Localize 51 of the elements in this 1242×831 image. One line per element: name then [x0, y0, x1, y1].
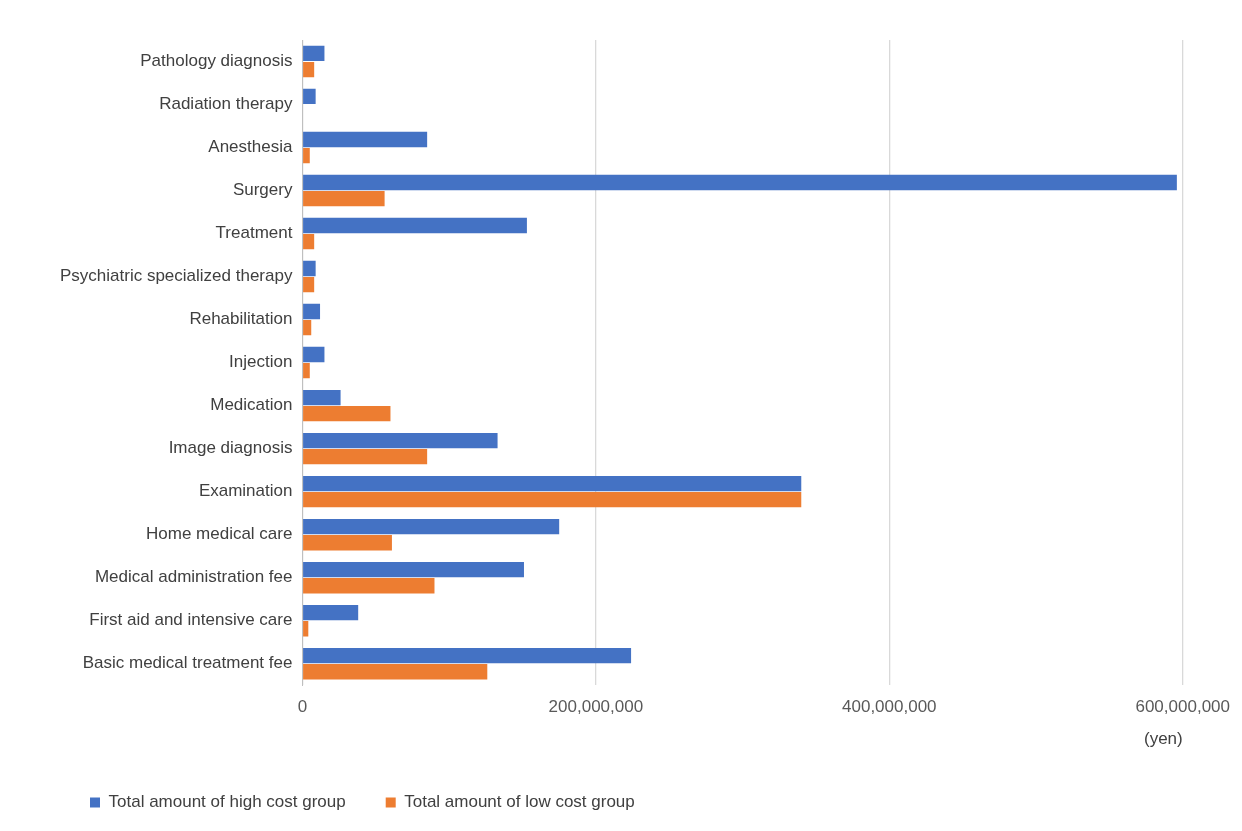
bar: [303, 131, 428, 148]
bar: [303, 147, 310, 164]
y-tick-label: Medication: [210, 395, 293, 415]
bar: [303, 561, 524, 578]
bar: [303, 260, 316, 277]
legend-label: Total amount of low cost group: [404, 792, 635, 812]
y-tick-label: Basic medical treatment fee: [82, 653, 293, 673]
bar: [303, 233, 315, 250]
y-tick-label: Treatment: [215, 223, 293, 243]
x-tick-label: 400,000,000: [842, 697, 937, 717]
y-tick-label: Pathology diagnosis: [140, 51, 293, 71]
y-tick-label: Image diagnosis: [168, 438, 293, 458]
bar: [303, 45, 325, 62]
y-tick-label: Psychiatric specialized therapy: [59, 266, 293, 286]
bar: [303, 346, 325, 363]
y-tick-label: Surgery: [232, 180, 293, 200]
y-tick-label: Medical administration fee: [94, 567, 293, 587]
bar: [303, 535, 392, 551]
y-tick-label: Rehabilitation: [189, 309, 293, 329]
x-axis-title: (yen): [1144, 729, 1183, 749]
bar: [303, 475, 802, 492]
x-tick-label: 600,000,000: [1135, 697, 1230, 717]
bar: [303, 518, 560, 535]
y-tick-label: Anesthesia: [208, 137, 293, 157]
bar: [303, 389, 341, 406]
bar: [303, 276, 315, 293]
legend-label: Total amount of high cost group: [108, 792, 346, 812]
y-tick-label: First aid and intensive care: [89, 610, 293, 630]
bar: [303, 190, 385, 207]
bar: [303, 303, 321, 320]
y-tick-label: Injection: [229, 352, 293, 372]
y-tick-label: Examination: [198, 481, 293, 501]
y-tick-label: Radiation therapy: [159, 94, 293, 114]
bar: [303, 61, 315, 78]
bar: [303, 319, 312, 336]
bar: [303, 604, 359, 621]
x-tick-label: 200,000,000: [548, 697, 644, 717]
bar: [303, 621, 309, 637]
bar: [303, 449, 428, 465]
bar: [303, 406, 391, 422]
bar: [303, 664, 488, 680]
bar: [303, 432, 498, 449]
bar: [303, 492, 802, 508]
bar: [303, 88, 316, 105]
x-tick-label: 0: [297, 697, 308, 717]
bar: [303, 647, 632, 664]
y-tick-label: Home medical care: [145, 524, 293, 544]
bar: [303, 217, 527, 234]
bar: [303, 578, 435, 594]
bar: [303, 174, 1177, 191]
bar: [303, 363, 310, 379]
